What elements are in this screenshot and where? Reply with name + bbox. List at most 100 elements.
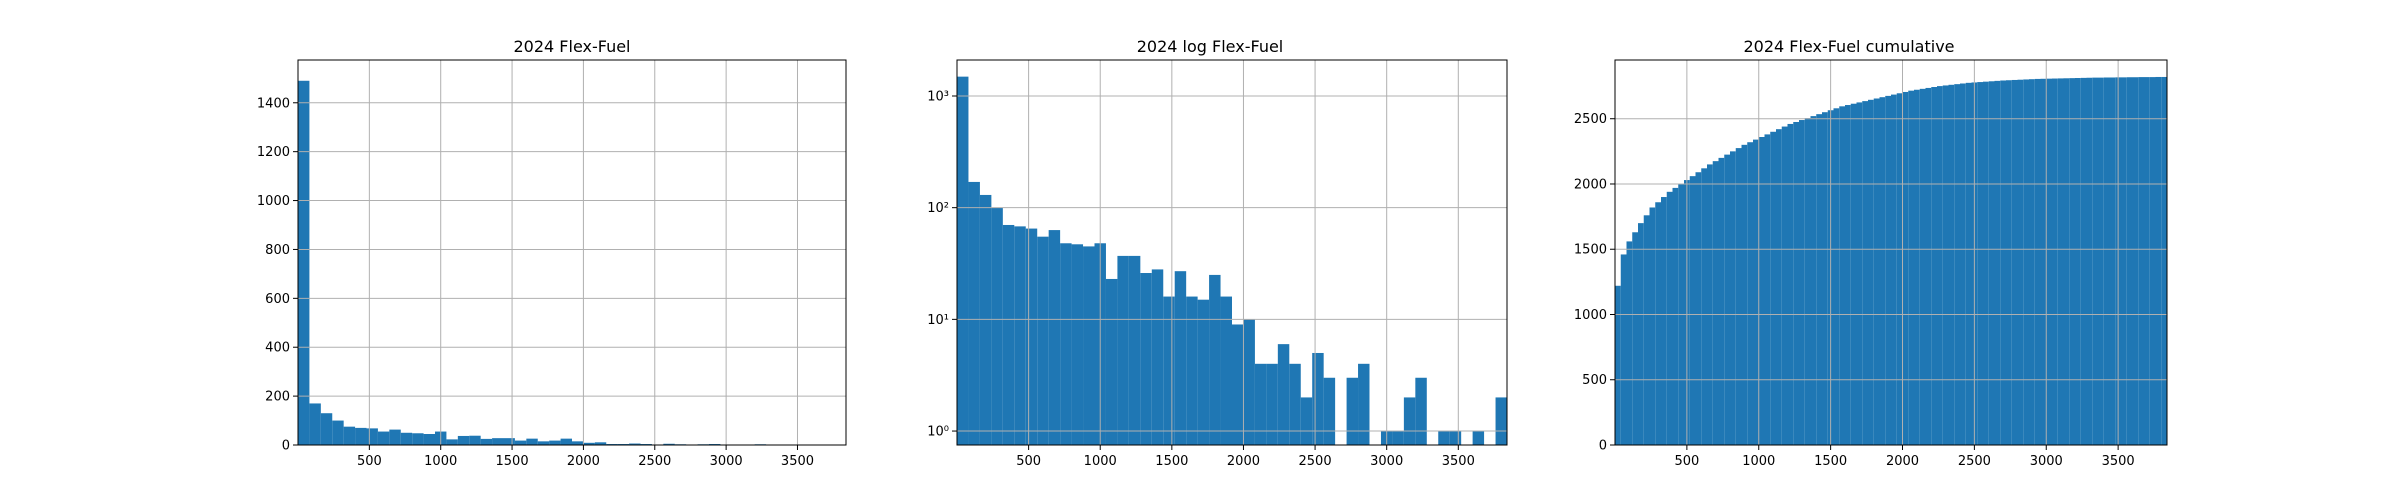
histogram-bar (1845, 105, 1851, 445)
histogram-bar (1850, 103, 1857, 445)
y-tick-label: 10⁰ (927, 425, 949, 440)
histogram-bar (1392, 431, 1404, 445)
histogram-bar (1712, 161, 1719, 445)
y-tick-label: 400 (265, 341, 290, 356)
histogram-bar (1163, 296, 1175, 445)
histogram-bar (1931, 87, 1937, 445)
histogram-bar (1140, 273, 1152, 445)
histogram-bar (1701, 168, 1707, 446)
histogram-bar (1942, 85, 1949, 445)
axes-frame (956, 59, 1508, 446)
histogram-bar (1747, 142, 1753, 445)
histogram-bar (1014, 226, 1026, 445)
histogram-bar (1776, 129, 1782, 445)
histogram-bar (1472, 431, 1485, 445)
chart-title: 2024 Flex-Fuel (513, 37, 630, 56)
histogram-bar (2132, 77, 2139, 446)
histogram-bar (1764, 134, 1771, 445)
chart-histogram-linear: 2024 Flex-Fuel 500 1000 1500 2000 2500 3000 35… (257, 37, 847, 469)
histogram-bar (1243, 319, 1255, 445)
x-tick-label: 2500 (638, 454, 671, 469)
histogram-bar (1071, 244, 1084, 445)
histogram-bar (2000, 80, 2006, 445)
histogram-bar (1753, 139, 1759, 445)
histogram-bar (1816, 114, 1822, 446)
histogram-bar (1002, 224, 1015, 445)
histogram-bar (549, 440, 561, 445)
x-tick-label: 2000 (1886, 454, 1919, 469)
histogram-bar (1891, 94, 1897, 445)
histogram-bar (503, 438, 515, 445)
histogram-bar (1117, 255, 1129, 445)
histogram-bar (2017, 79, 2024, 445)
histogram-bar (1822, 112, 1828, 445)
histogram-bar (1626, 241, 1633, 445)
histogram-bar (1839, 106, 1845, 445)
histogram-bar (1873, 98, 1880, 445)
histogram-bar (377, 431, 390, 445)
histogram-bar (1232, 324, 1244, 445)
y-tick-label: 200 (265, 390, 290, 405)
histogram-bar (1655, 202, 1661, 445)
y-axis: 0 200 400 600 800 1000 1200 1400 (257, 96, 298, 454)
x-axis: 500 1000 1500 2000 2500 3000 3500 (1016, 445, 1475, 469)
histogram-bar (2006, 80, 2012, 445)
histogram-bar (1151, 269, 1164, 445)
histogram-bar (366, 428, 378, 445)
histogram-bar (1804, 118, 1811, 446)
histogram-bar (1937, 86, 1943, 446)
histogram-bar (492, 438, 504, 445)
axes-frame (1614, 59, 2168, 446)
y-tick-label: 1400 (257, 96, 290, 111)
histogram-bar (320, 413, 333, 445)
x-tick-label: 3000 (1370, 454, 1403, 469)
x-tick-label: 1500 (496, 454, 529, 469)
histogram-bar (968, 181, 980, 446)
grid (957, 60, 1507, 445)
histogram-bar (1781, 126, 1788, 445)
histogram-bar (1902, 91, 1909, 445)
histogram-bar (1994, 80, 2001, 446)
x-tick-label: 3500 (2102, 454, 2135, 469)
histogram-bar (1083, 246, 1095, 445)
histogram-bar (2103, 77, 2110, 446)
histogram-bar (1025, 228, 1038, 445)
histogram-bar (2063, 78, 2070, 446)
histogram-bar (1689, 176, 1696, 446)
histogram-bar (412, 433, 424, 445)
y-tick-label: 1500 (1574, 243, 1607, 258)
histogram-bar (1718, 157, 1725, 446)
histogram-bar (1885, 95, 1891, 445)
chart-title: 2024 Flex-Fuel cumulative (1743, 37, 1954, 56)
histogram-bar (2029, 79, 2035, 445)
histogram-bar (1983, 81, 1989, 446)
histogram-bar (1965, 82, 1972, 445)
chart-histogram-log: 2024 log Flex-Fuel 500 1000 1500 2000 2500 30… (927, 37, 1508, 469)
y-tick-label: 500 (1582, 373, 1607, 388)
histogram-bar (2069, 78, 2075, 445)
histogram-bar (2057, 78, 2064, 445)
y-axis: 10⁰ 10¹ 10² 10³ (927, 89, 957, 440)
histogram-bar (583, 442, 595, 445)
histogram-bar (1735, 148, 1742, 446)
histogram-bar (1209, 274, 1221, 445)
histogram-bar (1289, 363, 1301, 445)
histogram-bar (1312, 352, 1324, 445)
histogram-bar (389, 429, 401, 445)
histogram-bar (1758, 137, 1765, 445)
histogram-bar (343, 426, 356, 445)
histogram-bar (1925, 87, 1932, 446)
y-tick-label: 10¹ (927, 313, 949, 328)
histogram-bar (594, 442, 607, 445)
y-tick-label: 0 (1599, 439, 1607, 454)
histogram-bar (1833, 108, 1840, 445)
y-axis: 0 500 1000 1500 2000 2500 (1574, 112, 1615, 454)
histogram-bar (1174, 271, 1187, 445)
histogram-bar (2092, 77, 2098, 445)
histogram-bar (572, 441, 584, 445)
histogram-bar (1914, 89, 1920, 446)
histogram-bar (2126, 77, 2133, 446)
histogram-bar (1300, 397, 1313, 445)
histogram-bar (2011, 79, 2018, 445)
bars (957, 76, 1507, 446)
